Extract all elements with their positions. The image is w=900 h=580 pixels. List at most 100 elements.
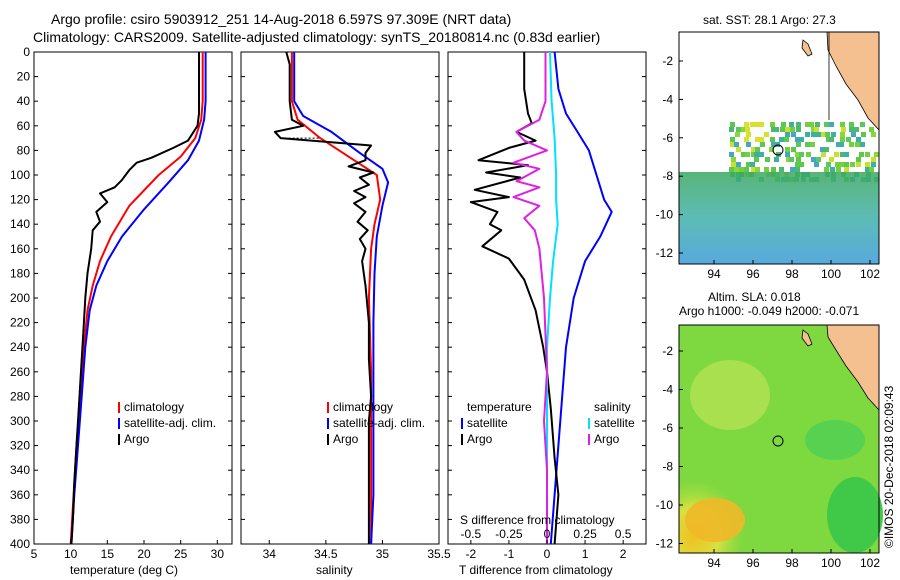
sla-map-title-1: Altim. SLA: 0.018 [708,290,801,304]
sst-cell [796,127,801,132]
sst-cell [786,157,791,162]
depth-tick-label: 180 [10,266,30,280]
legend-label-s-satellite: satellite [594,416,635,430]
x-tick-label: 5 [31,547,38,561]
sst-cell [821,132,826,137]
depth-tick-label: 0 [23,45,30,59]
map-x-tick-label: 96 [746,556,760,570]
depth-tick-label: 160 [10,242,30,256]
sst-cell [759,137,764,142]
map-x-tick-label: 98 [785,556,799,570]
sst-cell [836,167,841,172]
sst-cell [780,127,785,132]
sst-cell [736,147,741,152]
sst-cell [854,127,859,132]
x-tick-label: -1 [504,547,515,561]
sst-cell [785,147,790,152]
sst-cell [840,132,845,137]
sst-cell [741,152,746,157]
sst-cell [795,167,800,172]
temperature-legend: climatology satellite-adj. clim. Argo [118,400,216,446]
sst-cell [729,167,734,172]
depth-tick-label: 200 [10,291,30,305]
sst-cell [859,152,864,157]
sst-cell [840,152,845,157]
sst-cell [824,122,829,127]
x2-tick-label: -0.5 [461,527,482,541]
sst-cell [795,137,800,142]
credit-text: ©IMOS 20-Dec-2018 02:09:43 [882,385,896,548]
map-y-tick-label: -6 [662,421,673,435]
sst-cell [754,152,759,157]
sst-cell [796,122,801,127]
sst-cell [765,157,770,162]
sst-cell [869,167,874,172]
sst-cell [805,132,810,137]
sst-cell [796,142,801,147]
sst-cell [824,167,829,172]
x-axis-ticks: 5 10 15 20 25 30 34 34.5 35 35.5 -2 -1 0 1 2 -0.5 -0.25 0… [31,527,632,561]
sst-cell [830,167,835,172]
sst-cell [855,142,860,147]
map-x-tick-label: 96 [746,267,760,281]
sst-cell [745,127,750,132]
sst-cell [851,132,856,137]
sst-cell [849,122,854,127]
x-tick-label: 2 [620,547,627,561]
sst-cell [760,142,765,147]
depth-tick-label: 80 [17,143,31,157]
depth-tick-label: 340 [10,463,30,477]
sst-cell [734,167,739,172]
legend-label-climatology: climatology [333,400,393,414]
depth-tick-label: 140 [10,217,30,231]
sst-cell [826,162,831,167]
depth-tick-label: 360 [10,488,30,502]
difference-series [469,51,613,545]
sst-cell [746,162,751,167]
sst-cell [736,162,741,167]
sst-cell [755,122,760,127]
sst-cell [806,152,811,157]
sst-cell [829,137,834,142]
map-x-tick-label: 102 [860,556,880,570]
map-y-tick-label: -12 [656,246,674,260]
sst-cell [825,132,830,137]
island-simeulue [801,39,813,57]
series-s-satellite [546,51,559,544]
sst-cell [755,137,760,142]
sst-cell [795,162,800,167]
depth-tick-label: 20 [17,70,31,84]
sst-cell [829,157,834,162]
sst-cell [789,157,794,162]
sst-cell [840,122,845,127]
series-argo [273,51,375,544]
sst-cell [816,132,821,137]
depth-tick-label: 400 [10,537,30,551]
legend-label-climatology: climatology [124,400,184,414]
sst-cell [741,127,746,132]
x-tick-label: 10 [64,547,78,561]
sst-cell [811,127,816,132]
sst-cell [799,137,804,142]
sst-cell [821,152,826,157]
sst-cell [750,162,755,167]
sst-map-border [678,31,880,265]
sst-cell [799,162,804,167]
x-tick-label: 35.5 [427,547,451,561]
sst-map-title: sat. SST: 28.1 Argo: 27.3 [703,13,836,27]
sst-cell [831,132,836,137]
figure-title-line1: Argo profile: csiro 5903912_251 14-Aug-2… [51,11,511,27]
sst-cell [849,127,854,132]
series-argo [70,52,200,545]
map-x-tick-label: 100 [821,556,841,570]
x-tick-label: 25 [174,547,188,561]
sst-cell [764,132,769,137]
sst-cell [781,122,786,127]
difference-legend: temperature satellite Argo salinity sate… [461,400,635,446]
sla-light-patch [690,360,770,430]
sst-cell [856,162,861,167]
sst-cell [844,152,849,157]
sst-cell [789,122,794,127]
sst-cell [730,137,735,142]
legend-salinity-header: salinity [594,400,631,414]
